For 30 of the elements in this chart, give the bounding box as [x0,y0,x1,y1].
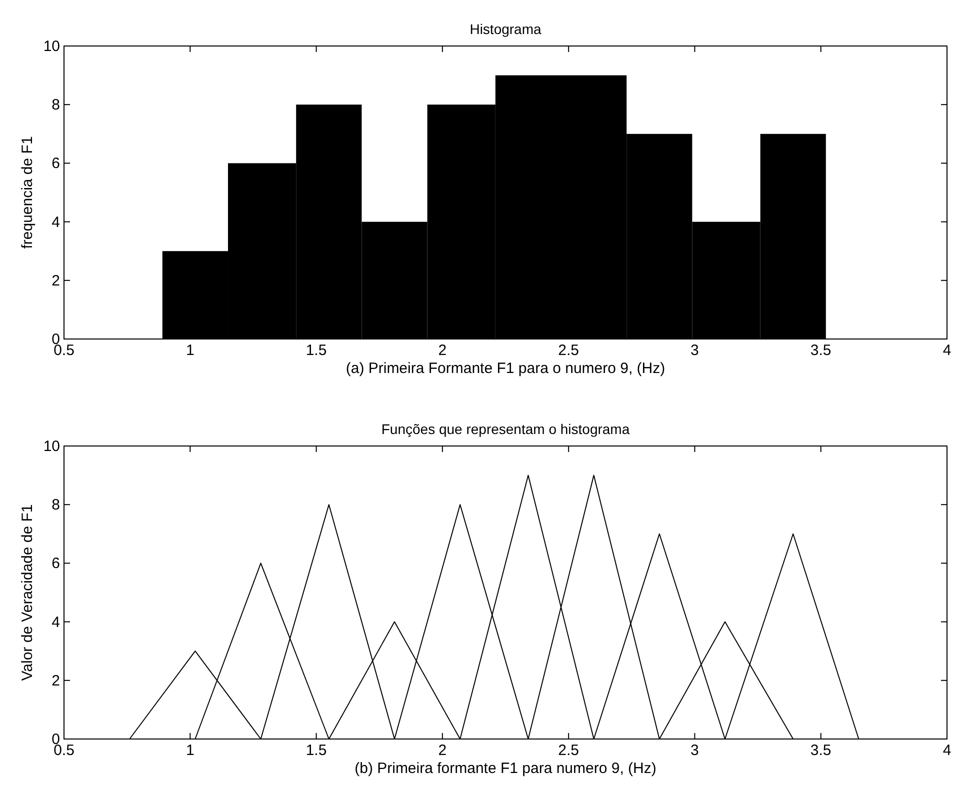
x-tick-label: 3 [690,342,699,359]
y-tick-label: 6 [52,555,60,572]
y-tick-label: 10 [43,38,60,55]
x-tick-label: 1 [186,342,194,359]
y-axis-title: frequencia de F1 [19,136,36,249]
x-tick-label: 2.5 [558,342,579,359]
x-tick-label: 3 [690,742,699,759]
chart-title: Histograma [470,21,542,37]
x-axis-title: (a) Primeira Formante F1 para o numero 9, (Hz) [346,360,666,377]
x-tick-label: 2 [438,342,447,359]
x-tick-label: 2 [438,742,447,759]
x-tick-label: 2.5 [558,742,579,759]
x-tick-label: 1.5 [306,342,327,359]
x-axis-title: (b) Primeira formante F1 para numero 9, (Hz) [354,760,656,777]
x-tick-label: 4 [942,342,952,359]
y-tick-label: 4 [52,214,60,231]
y-tick-label: 8 [52,496,60,514]
y-axis-title: Valor de Veracidade de F1 [19,504,36,681]
chart-title: Funções que representam o histograma [381,421,630,437]
x-tick-label: 1 [186,742,194,759]
x-tick-label: 3.5 [810,742,832,759]
y-tick-label: 6 [52,155,60,172]
y-tick-label: 4 [52,614,60,631]
y-tick-label: 2 [52,672,60,690]
y-tick-label: 8 [52,96,60,114]
x-tick-label: 4 [942,742,952,759]
x-tick-label: 3.5 [810,342,832,359]
y-tick-label: 2 [52,272,60,290]
x-tick-label: 1.5 [306,742,327,759]
y-tick-label: 10 [43,438,60,455]
